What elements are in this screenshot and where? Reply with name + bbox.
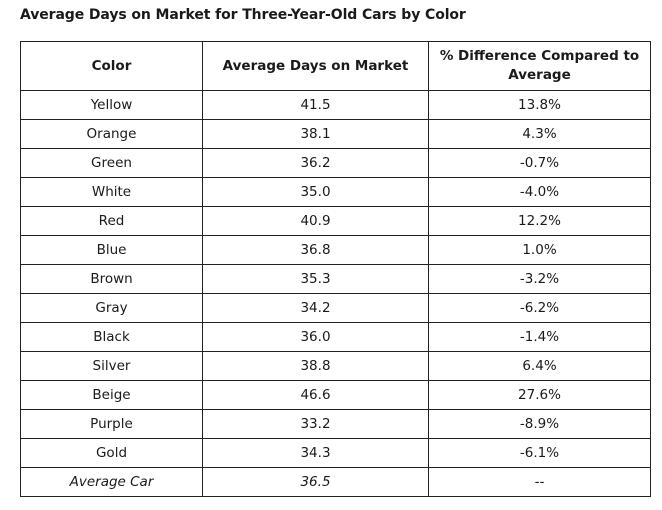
cell-color: White xyxy=(20,177,203,207)
cell-color: Orange xyxy=(20,119,203,149)
cell-color: Red xyxy=(20,206,203,236)
cell-color: Black xyxy=(20,322,203,352)
cell-color: Blue xyxy=(20,235,203,265)
table-title: Average Days on Market for Three-Year-Ol… xyxy=(20,7,466,23)
cell-percent-difference: -6.2% xyxy=(428,293,651,323)
table-row-average: Average Car 36.5 -- xyxy=(20,467,651,497)
cell-color: Silver xyxy=(20,351,203,381)
days-on-market-table: Color Average Days on Market % Differenc… xyxy=(20,41,651,497)
cell-average-days: 38.1 xyxy=(202,119,429,149)
cell-average-days: 35.3 xyxy=(202,264,429,294)
cell-average-days: 46.6 xyxy=(202,380,429,410)
cell-color: Gold xyxy=(20,438,203,468)
header-row: Color Average Days on Market % Differenc… xyxy=(20,41,651,91)
cell-average-days: 36.8 xyxy=(202,235,429,265)
cell-color: Gray xyxy=(20,293,203,323)
cell-average-days: 34.2 xyxy=(202,293,429,323)
table-row: Purple 33.2 -8.9% xyxy=(20,409,651,439)
table-row: Gray 34.2 -6.2% xyxy=(20,293,651,323)
cell-average-days: 36.5 xyxy=(202,467,429,497)
cell-average-days: 41.5 xyxy=(202,90,429,120)
table-row: Brown 35.3 -3.2% xyxy=(20,264,651,294)
cell-percent-difference: -6.1% xyxy=(428,438,651,468)
table-row: White 35.0 -4.0% xyxy=(20,177,651,207)
cell-percent-difference: 6.4% xyxy=(428,351,651,381)
cell-color: Green xyxy=(20,148,203,178)
table-row: Silver 38.8 6.4% xyxy=(20,351,651,381)
table-row: Beige 46.6 27.6% xyxy=(20,380,651,410)
cell-color: Purple xyxy=(20,409,203,439)
table-row: Red 40.9 12.2% xyxy=(20,206,651,236)
column-header-percent-difference: % Difference Compared to Average xyxy=(428,41,651,91)
table-body: Yellow 41.5 13.8% Orange 38.1 4.3% Green 36.2 -0… xyxy=(20,90,651,497)
column-header-color: Color xyxy=(20,41,203,91)
cell-average-days: 38.8 xyxy=(202,351,429,381)
cell-color: Brown xyxy=(20,264,203,294)
cell-percent-difference: 27.6% xyxy=(428,380,651,410)
cell-color: Yellow xyxy=(20,90,203,120)
table-row: Orange 38.1 4.3% xyxy=(20,119,651,149)
cell-color: Average Car xyxy=(20,467,203,497)
cell-average-days: 40.9 xyxy=(202,206,429,236)
cell-percent-difference: 1.0% xyxy=(428,235,651,265)
cell-average-days: 36.0 xyxy=(202,322,429,352)
table-row: Black 36.0 -1.4% xyxy=(20,322,651,352)
cell-percent-difference: 12.2% xyxy=(428,206,651,236)
cell-average-days: 34.3 xyxy=(202,438,429,468)
cell-average-days: 35.0 xyxy=(202,177,429,207)
cell-percent-difference: -0.7% xyxy=(428,148,651,178)
cell-average-days: 33.2 xyxy=(202,409,429,439)
cell-percent-difference: -8.9% xyxy=(428,409,651,439)
cell-average-days: 36.2 xyxy=(202,148,429,178)
cell-percent-difference: 4.3% xyxy=(428,119,651,149)
cell-percent-difference: 13.8% xyxy=(428,90,651,120)
cell-percent-difference: -3.2% xyxy=(428,264,651,294)
table-row: Gold 34.3 -6.1% xyxy=(20,438,651,468)
cell-percent-difference: -- xyxy=(428,467,651,497)
column-header-average-days: Average Days on Market xyxy=(202,41,429,91)
cell-percent-difference: -4.0% xyxy=(428,177,651,207)
table-row: Blue 36.8 1.0% xyxy=(20,235,651,265)
cell-percent-difference: -1.4% xyxy=(428,322,651,352)
table-row: Yellow 41.5 13.8% xyxy=(20,90,651,120)
table-row: Green 36.2 -0.7% xyxy=(20,148,651,178)
cell-color: Beige xyxy=(20,380,203,410)
